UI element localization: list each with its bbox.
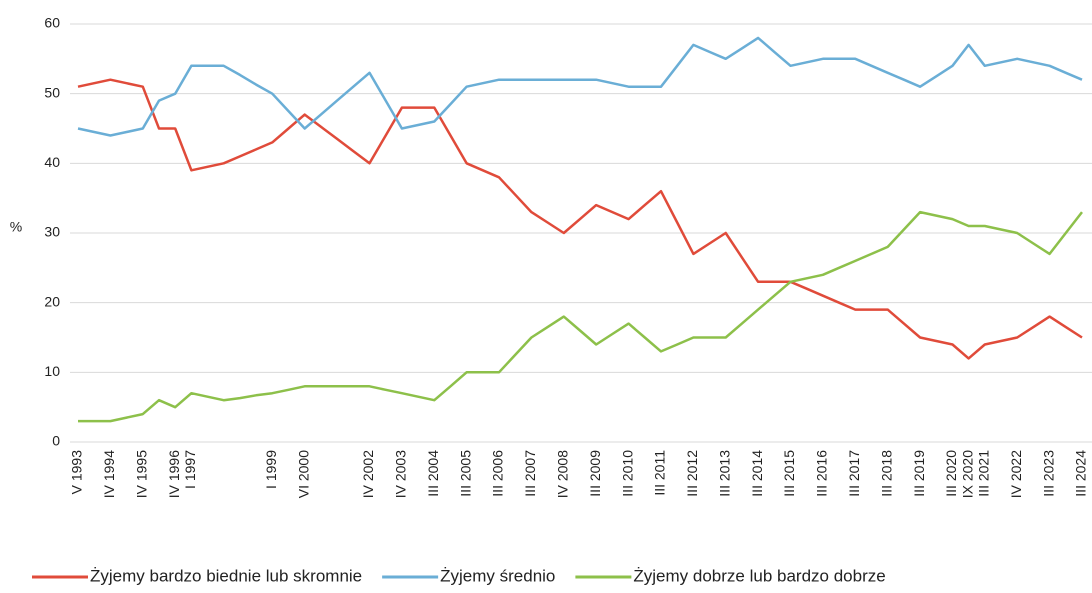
series-line (78, 210, 1083, 423)
x-tick-label: III 2024 (1073, 450, 1089, 497)
x-tick-label: IV 2002 (360, 450, 376, 498)
x-tick-label: I 1997 (182, 450, 198, 489)
series-line (77, 36, 1083, 137)
x-tick-label: III 2021 (976, 450, 992, 497)
legend-label: Żyjemy bardzo biednie lub skromnie (90, 566, 362, 585)
legend-label: Żyjemy średnio (440, 566, 555, 585)
x-tick-label: IV 2022 (1008, 450, 1024, 498)
x-tick-label: III 2005 (457, 450, 473, 497)
y-tick-label: 20 (44, 293, 60, 309)
x-tick-label: III 2009 (587, 450, 603, 497)
x-tick-label: III 2020 (943, 450, 959, 497)
y-tick-label: 10 (44, 363, 60, 379)
x-tick-label: III 2013 (716, 450, 732, 497)
x-tick-label: IV 1996 (166, 450, 182, 498)
x-tick-label: III 2023 (1040, 450, 1056, 497)
y-tick-label: 50 (44, 84, 60, 100)
x-tick-label: IX 2020 (959, 450, 975, 498)
x-tick-label: III 2019 (911, 450, 927, 497)
y-tick-label: 0 (52, 433, 60, 449)
x-tick-label: III 2012 (684, 450, 700, 497)
x-tick-label: III 2007 (522, 450, 538, 497)
x-tick-label: III 2016 (814, 450, 830, 497)
x-tick-label: III 2004 (425, 450, 441, 497)
x-tick-label: III 2018 (878, 450, 894, 497)
y-tick-label: 60 (44, 15, 60, 31)
x-tick-label: IV 2008 (555, 450, 571, 498)
x-tick-label: IV 1994 (101, 450, 117, 498)
x-tick-label: III 2011 (652, 450, 668, 496)
x-tick-label: VI 2000 (295, 450, 311, 498)
x-tick-label: IV 1995 (133, 450, 149, 498)
y-tick-label: 40 (44, 154, 60, 170)
y-axis-label: % (10, 219, 22, 235)
legend-label: Żyjemy dobrze lub bardzo dobrze (633, 566, 885, 585)
x-tick-label: III 2017 (846, 450, 862, 497)
x-tick-label: I 1999 (263, 450, 279, 489)
x-tick-label: III 2014 (749, 450, 765, 497)
x-tick-label: V 1993 (69, 450, 85, 495)
x-tick-label: III 2015 (781, 450, 797, 497)
x-tick-label: IV 2003 (393, 450, 409, 498)
series-line (77, 78, 1083, 360)
x-tick-label: III 2006 (490, 450, 506, 497)
x-tick-label: III 2010 (619, 450, 635, 497)
y-tick-label: 30 (44, 224, 60, 240)
